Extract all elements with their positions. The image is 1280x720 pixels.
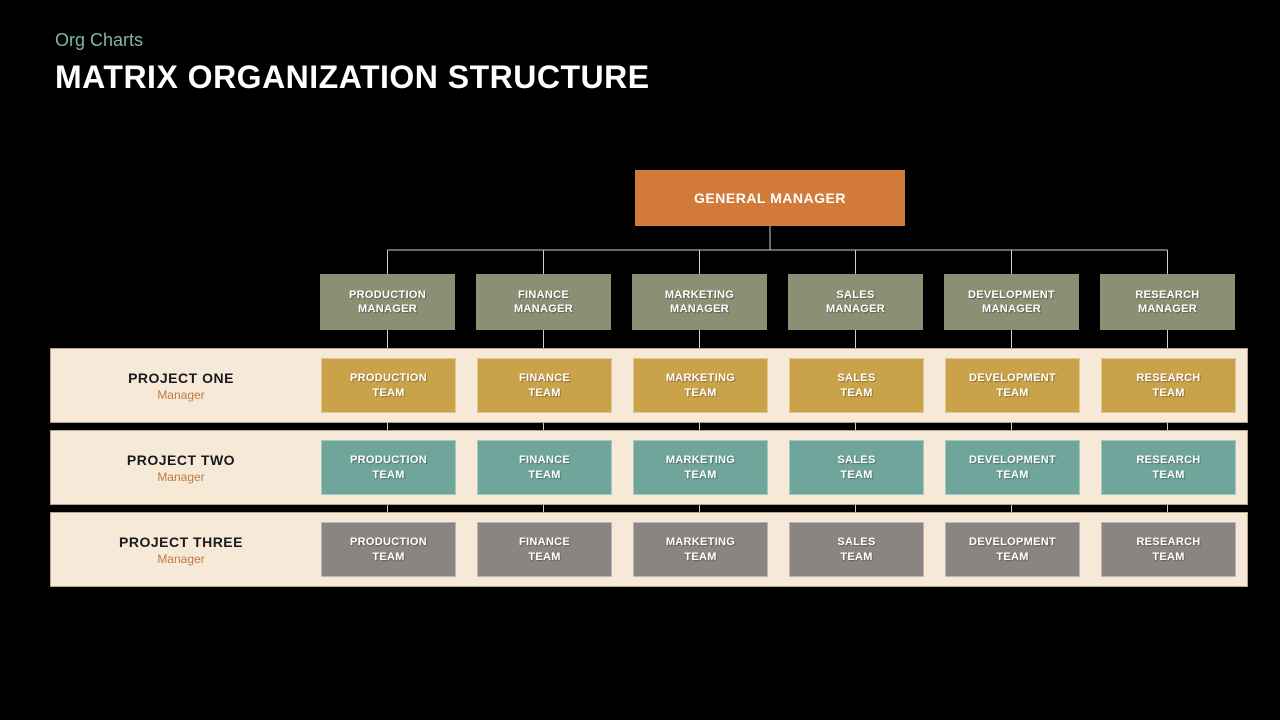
department-line1: SALES [836, 288, 874, 302]
department-line2: MANAGER [1138, 302, 1197, 316]
project-band: PROJECT THREEManagerPRODUCTIONTEAMFINANC… [50, 512, 1248, 587]
general-manager-node: GENERAL MANAGER [635, 170, 905, 226]
team-line2: TEAM [372, 386, 404, 400]
team-node: RESEARCHTEAM [1101, 522, 1236, 577]
team-line1: FINANCE [519, 371, 570, 385]
project-band: PROJECT TWOManagerPRODUCTIONTEAMFINANCET… [50, 430, 1248, 505]
department-node: RESEARCHMANAGER [1100, 274, 1235, 330]
team-node: RESEARCHTEAM [1101, 440, 1236, 495]
team-line2: TEAM [684, 468, 716, 482]
projects-container: PROJECT ONEManagerPRODUCTIONTEAMFINANCET… [50, 348, 1248, 594]
team-line2: TEAM [372, 550, 404, 564]
team-line2: TEAM [996, 468, 1028, 482]
team-line2: TEAM [372, 468, 404, 482]
team-node: RESEARCHTEAM [1101, 358, 1236, 413]
project-label: PROJECT TWO Manager [51, 431, 311, 504]
department-row: PRODUCTIONMANAGERFINANCEMANAGERMARKETING… [320, 274, 1235, 330]
team-line2: TEAM [528, 386, 560, 400]
department-node: MARKETINGMANAGER [632, 274, 767, 330]
team-line2: TEAM [684, 386, 716, 400]
project-name: PROJECT TWO [127, 452, 235, 468]
team-line2: TEAM [684, 550, 716, 564]
team-node: DEVELOPMENTTEAM [945, 440, 1080, 495]
team-node: PRODUCTIONTEAM [321, 522, 456, 577]
department-line1: MARKETING [665, 288, 734, 302]
team-node: SALESTEAM [789, 522, 924, 577]
slide-header: Org Charts MATRIX ORGANIZATION STRUCTURE [0, 0, 1280, 96]
team-line1: MARKETING [666, 453, 735, 467]
project-label: PROJECT THREE Manager [51, 513, 311, 586]
team-line1: FINANCE [519, 535, 570, 549]
team-line2: TEAM [528, 550, 560, 564]
team-node: DEVELOPMENTTEAM [945, 358, 1080, 413]
team-node: PRODUCTIONTEAM [321, 358, 456, 413]
project-name: PROJECT THREE [119, 534, 243, 550]
project-role: Manager [157, 388, 204, 402]
team-line1: RESEARCH [1136, 453, 1200, 467]
department-line2: MANAGER [982, 302, 1041, 316]
project-band: PROJECT ONEManagerPRODUCTIONTEAMFINANCET… [50, 348, 1248, 423]
team-line1: PRODUCTION [350, 535, 427, 549]
project-role: Manager [157, 470, 204, 484]
department-line2: MANAGER [826, 302, 885, 316]
department-line2: MANAGER [670, 302, 729, 316]
team-node: MARKETINGTEAM [633, 522, 768, 577]
team-line1: SALES [837, 453, 875, 467]
team-line1: RESEARCH [1136, 535, 1200, 549]
team-node: PRODUCTIONTEAM [321, 440, 456, 495]
team-line2: TEAM [840, 386, 872, 400]
team-line2: TEAM [840, 550, 872, 564]
project-role: Manager [157, 552, 204, 566]
general-manager-label: GENERAL MANAGER [694, 190, 846, 206]
team-line1: DEVELOPMENT [969, 371, 1056, 385]
department-node: DEVELOPMENTMANAGER [944, 274, 1079, 330]
department-line1: RESEARCH [1135, 288, 1199, 302]
team-line2: TEAM [1152, 386, 1184, 400]
department-line1: PRODUCTION [349, 288, 426, 302]
team-line1: PRODUCTION [350, 453, 427, 467]
team-line1: DEVELOPMENT [969, 535, 1056, 549]
team-line2: TEAM [996, 550, 1028, 564]
team-line1: MARKETING [666, 371, 735, 385]
team-row: PRODUCTIONTEAMFINANCETEAMMARKETINGTEAMSA… [321, 522, 1236, 577]
team-node: FINANCETEAM [477, 522, 612, 577]
department-line1: FINANCE [518, 288, 569, 302]
team-line2: TEAM [996, 386, 1028, 400]
team-node: DEVELOPMENTTEAM [945, 522, 1080, 577]
team-node: MARKETINGTEAM [633, 358, 768, 413]
team-line2: TEAM [1152, 468, 1184, 482]
department-line1: DEVELOPMENT [968, 288, 1055, 302]
team-line1: SALES [837, 371, 875, 385]
team-node: SALESTEAM [789, 440, 924, 495]
team-line1: RESEARCH [1136, 371, 1200, 385]
team-line1: SALES [837, 535, 875, 549]
team-line2: TEAM [528, 468, 560, 482]
team-row: PRODUCTIONTEAMFINANCETEAMMARKETINGTEAMSA… [321, 440, 1236, 495]
team-line1: DEVELOPMENT [969, 453, 1056, 467]
slide-subtitle: Org Charts [55, 30, 1225, 51]
team-line2: TEAM [1152, 550, 1184, 564]
project-label: PROJECT ONE Manager [51, 349, 311, 422]
department-line2: MANAGER [358, 302, 417, 316]
department-node: PRODUCTIONMANAGER [320, 274, 455, 330]
team-node: SALESTEAM [789, 358, 924, 413]
team-node: MARKETINGTEAM [633, 440, 768, 495]
department-node: SALESMANAGER [788, 274, 923, 330]
team-node: FINANCETEAM [477, 358, 612, 413]
team-row: PRODUCTIONTEAMFINANCETEAMMARKETINGTEAMSA… [321, 358, 1236, 413]
team-line1: MARKETING [666, 535, 735, 549]
team-line2: TEAM [840, 468, 872, 482]
department-node: FINANCEMANAGER [476, 274, 611, 330]
team-line1: FINANCE [519, 453, 570, 467]
slide-title: MATRIX ORGANIZATION STRUCTURE [55, 59, 1225, 96]
team-node: FINANCETEAM [477, 440, 612, 495]
project-name: PROJECT ONE [128, 370, 234, 386]
team-line1: PRODUCTION [350, 371, 427, 385]
department-line2: MANAGER [514, 302, 573, 316]
